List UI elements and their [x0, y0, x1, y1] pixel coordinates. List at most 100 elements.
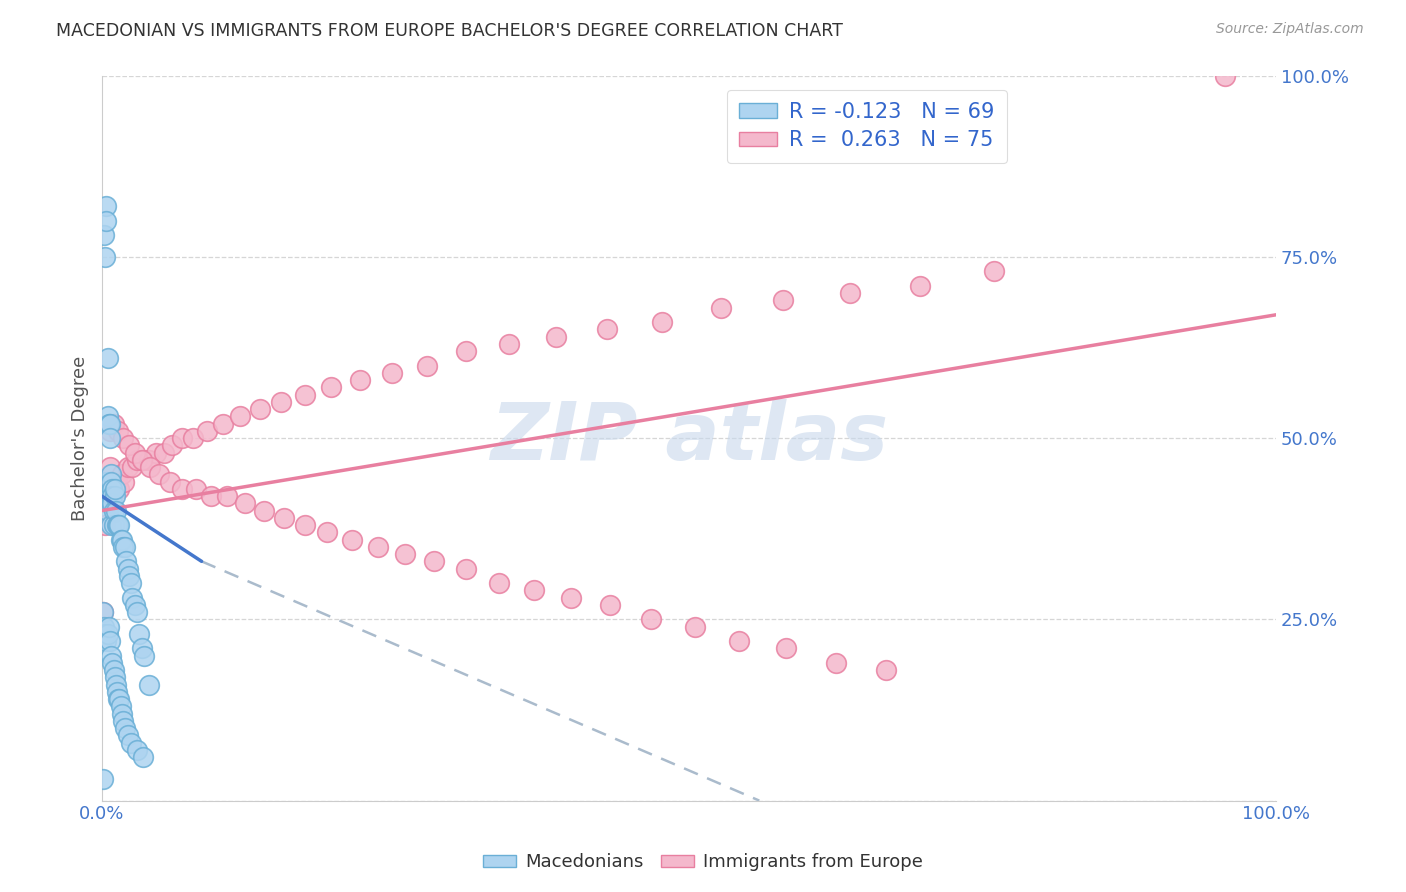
Point [132, 750, 155, 764]
Point [117, 561, 139, 575]
Point [110, 533, 132, 547]
Point [91, 772, 114, 786]
Point [108, 518, 131, 533]
Point [132, 648, 155, 663]
Point [96, 199, 118, 213]
Point [124, 598, 146, 612]
Point [120, 576, 142, 591]
Point [94, 518, 117, 533]
Point [118, 438, 141, 452]
Point [98, 634, 121, 648]
Point [121, 460, 143, 475]
Point [101, 656, 124, 670]
Point [217, 489, 239, 503]
Point [97, 489, 120, 503]
Point [233, 496, 256, 510]
Point [772, 293, 794, 308]
Point [159, 475, 181, 489]
Point [273, 511, 295, 525]
Point [560, 591, 582, 605]
Point [200, 489, 222, 503]
Text: ZIP atlas: ZIP atlas [489, 399, 889, 477]
Point [104, 475, 127, 489]
Point [111, 714, 134, 728]
Point [184, 482, 207, 496]
Point [211, 417, 233, 431]
Point [96, 475, 118, 489]
Point [983, 264, 1005, 278]
Point [97, 409, 120, 424]
Point [131, 641, 153, 656]
Point [103, 518, 125, 533]
Point [97, 619, 120, 633]
Point [103, 417, 125, 431]
Point [97, 503, 120, 517]
Point [294, 387, 316, 401]
Point [111, 467, 134, 482]
Point [170, 482, 193, 496]
Point [454, 561, 477, 575]
Point [294, 518, 316, 533]
Point [101, 489, 124, 503]
Point [454, 344, 477, 359]
Point [94, 627, 117, 641]
Point [131, 452, 153, 467]
Point [838, 286, 860, 301]
Point [105, 518, 128, 533]
Point [709, 301, 731, 315]
Point [117, 460, 139, 475]
Point [104, 489, 127, 503]
Point [824, 656, 846, 670]
Point [98, 431, 121, 445]
Point [197, 424, 219, 438]
Point [121, 591, 143, 605]
Point [97, 627, 120, 641]
Point [546, 329, 568, 343]
Point [128, 627, 150, 641]
Point [249, 402, 271, 417]
Point [1215, 69, 1237, 83]
Point [93, 619, 115, 633]
Point [523, 583, 546, 598]
Point [114, 721, 136, 735]
Point [229, 409, 252, 424]
Point [488, 576, 510, 591]
Point [416, 359, 439, 373]
Point [111, 533, 134, 547]
Point [595, 322, 617, 336]
Point [153, 445, 176, 459]
Point [120, 736, 142, 750]
Point [253, 503, 276, 517]
Point [103, 663, 125, 677]
Point [775, 641, 797, 656]
Point [124, 445, 146, 459]
Point [108, 692, 131, 706]
Point [91, 605, 114, 619]
Y-axis label: Bachelor's Degree: Bachelor's Degree [72, 355, 89, 521]
Text: Source: ZipAtlas.com: Source: ZipAtlas.com [1216, 22, 1364, 37]
Point [145, 445, 167, 459]
Point [105, 475, 128, 489]
Point [104, 677, 127, 691]
Point [132, 452, 155, 467]
Point [101, 482, 124, 496]
Point [170, 431, 193, 445]
Point [98, 460, 121, 475]
Point [349, 373, 371, 387]
Point [728, 634, 751, 648]
Point [115, 554, 138, 568]
Point [93, 227, 115, 242]
Point [117, 728, 139, 742]
Point [316, 525, 339, 540]
Point [381, 366, 404, 380]
Point [651, 315, 673, 329]
Point [111, 540, 134, 554]
Legend: R = -0.123   N = 69, R =  0.263   N = 75: R = -0.123 N = 69, R = 0.263 N = 75 [727, 89, 1007, 163]
Point [103, 503, 125, 517]
Point [110, 699, 132, 714]
Point [319, 380, 342, 394]
Point [104, 503, 127, 517]
Point [96, 634, 118, 648]
Point [96, 213, 118, 227]
Point [125, 452, 148, 467]
